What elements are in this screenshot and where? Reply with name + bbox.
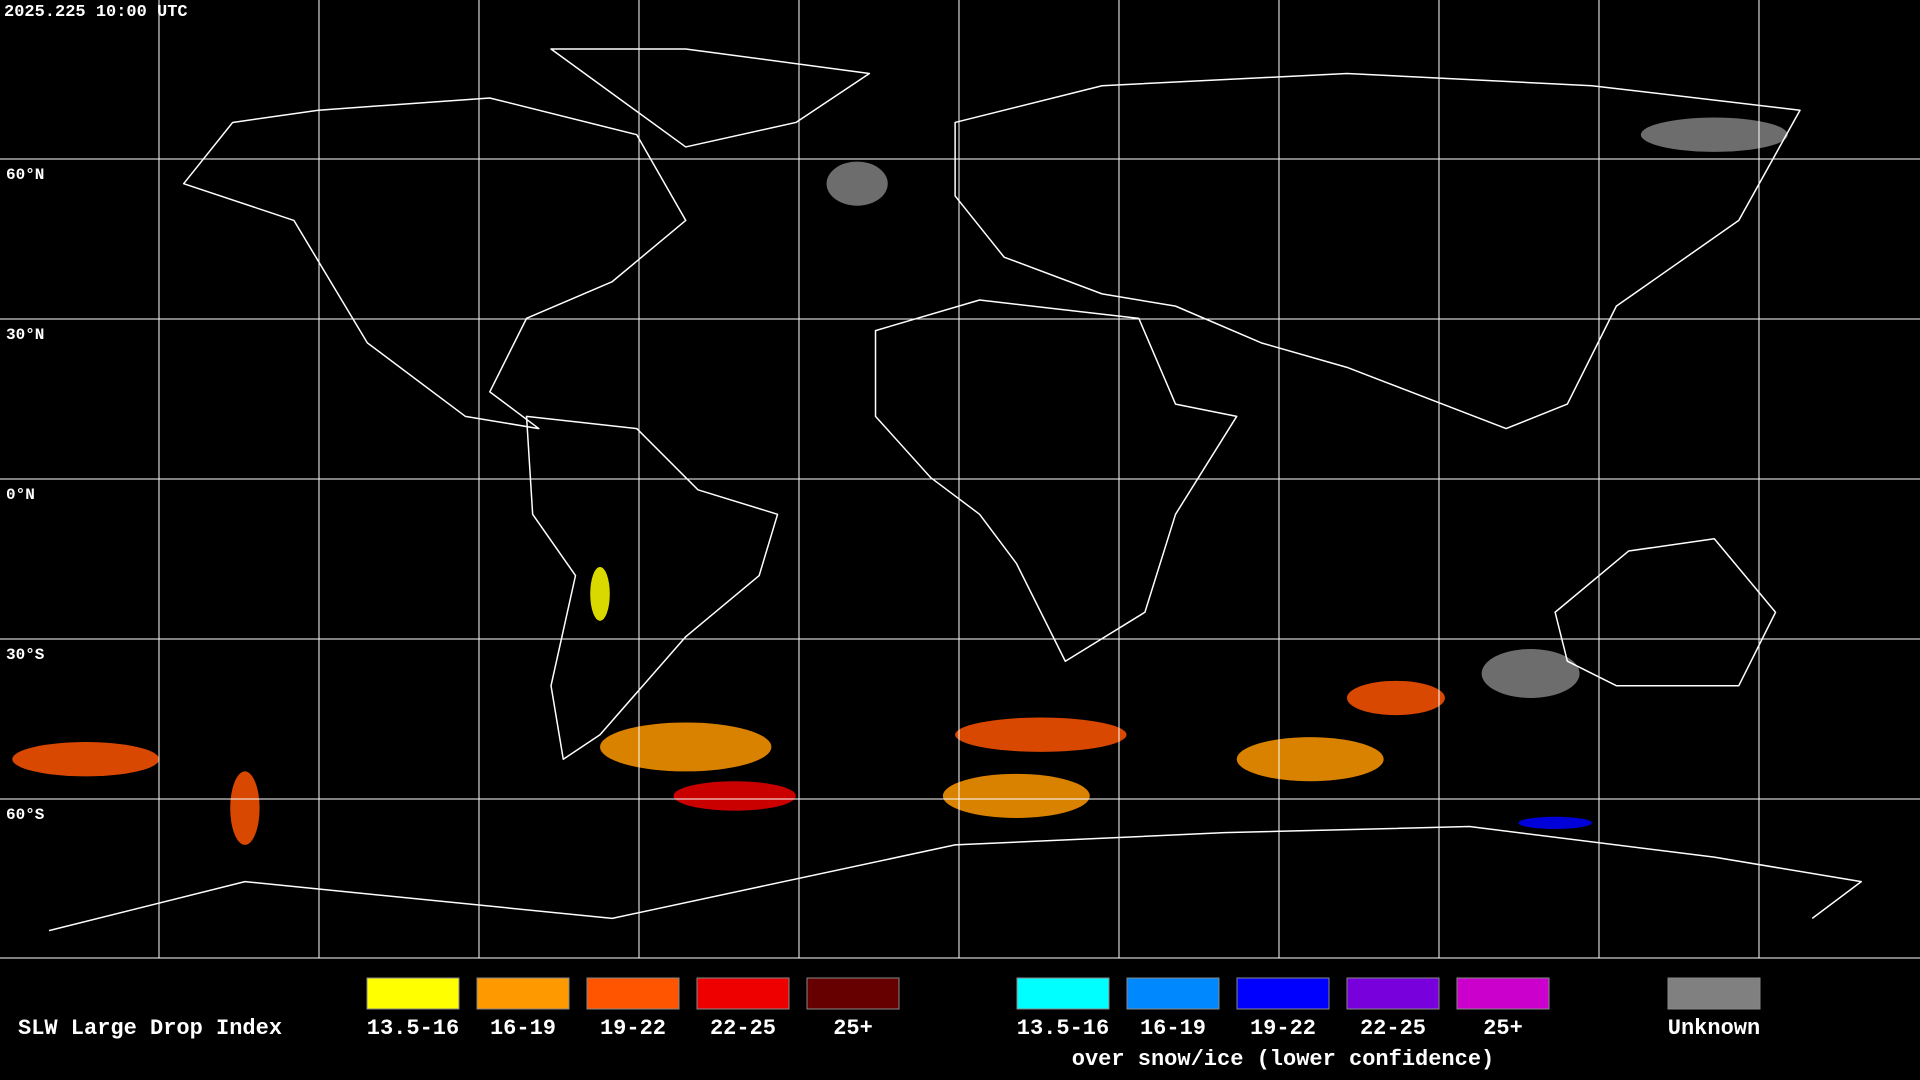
cloud-patches [12,117,1788,845]
coastline [551,49,869,147]
coastline [527,416,778,759]
cloud-patch [590,566,610,621]
legend-swatch [696,977,790,1010]
legend-swatch [1667,977,1761,1010]
graticule: 60°N 30°N 0°N 30°S 60°S [0,0,1920,958]
legend-label: 22-25 [710,1016,776,1041]
latitude-label: 60°N [6,166,44,184]
cloud-patch [826,161,888,206]
legend-swatch [1126,977,1220,1010]
legend-swatch [806,977,900,1010]
legend-label: 25+ [1483,1016,1523,1041]
cloud-patch [955,717,1127,752]
latitude-label: 30°S [6,646,45,664]
legend-label: 19-22 [600,1016,666,1041]
cloud-patch [12,742,160,777]
legend-swatch [586,977,680,1010]
cloud-patch [1640,117,1788,152]
cloud-patch [673,781,796,811]
coastline [49,827,1861,931]
cloud-patch [600,722,772,772]
legend-swatch [1016,977,1110,1010]
legend-label: 16-19 [490,1016,556,1041]
legend: SLW Large Drop Index 13.5-16 16-19 19-22 22… [18,977,1761,1072]
cloud-patch [230,771,260,845]
cloud-patch [1236,737,1384,782]
legend-swatch [1456,977,1550,1010]
legend-label: 13.5-16 [1017,1016,1109,1041]
legend-caption: over snow/ice (lower confidence) [1072,1047,1494,1072]
cloud-patch [942,773,1090,818]
coastline [876,300,1237,661]
coastlines [49,49,1861,931]
latitude-label: 0°N [6,486,35,504]
legend-swatch [1236,977,1330,1010]
legend-label: 25+ [833,1016,873,1041]
coastline [184,98,686,429]
legend-title: SLW Large Drop Index [18,1016,282,1041]
legend-label: 22-25 [1360,1016,1426,1041]
latitude-label: 30°N [6,326,44,344]
cloud-patch [1346,680,1445,716]
timestamp: 2025.225 10:00 UTC [4,3,188,22]
legend-label: 16-19 [1140,1016,1206,1041]
coastline [1555,539,1775,686]
coastline [955,73,1800,428]
legend-label: 13.5-16 [367,1016,459,1041]
cloud-patch [1481,648,1580,698]
legend-swatch [476,977,570,1010]
map-content [12,49,1861,931]
legend-label: Unknown [1668,1016,1760,1041]
legend-swatch [366,977,460,1010]
cloud-patch [1518,816,1592,829]
legend-swatch [1346,977,1440,1010]
legend-label: 19-22 [1250,1016,1316,1041]
latitude-label: 60°S [6,806,45,824]
